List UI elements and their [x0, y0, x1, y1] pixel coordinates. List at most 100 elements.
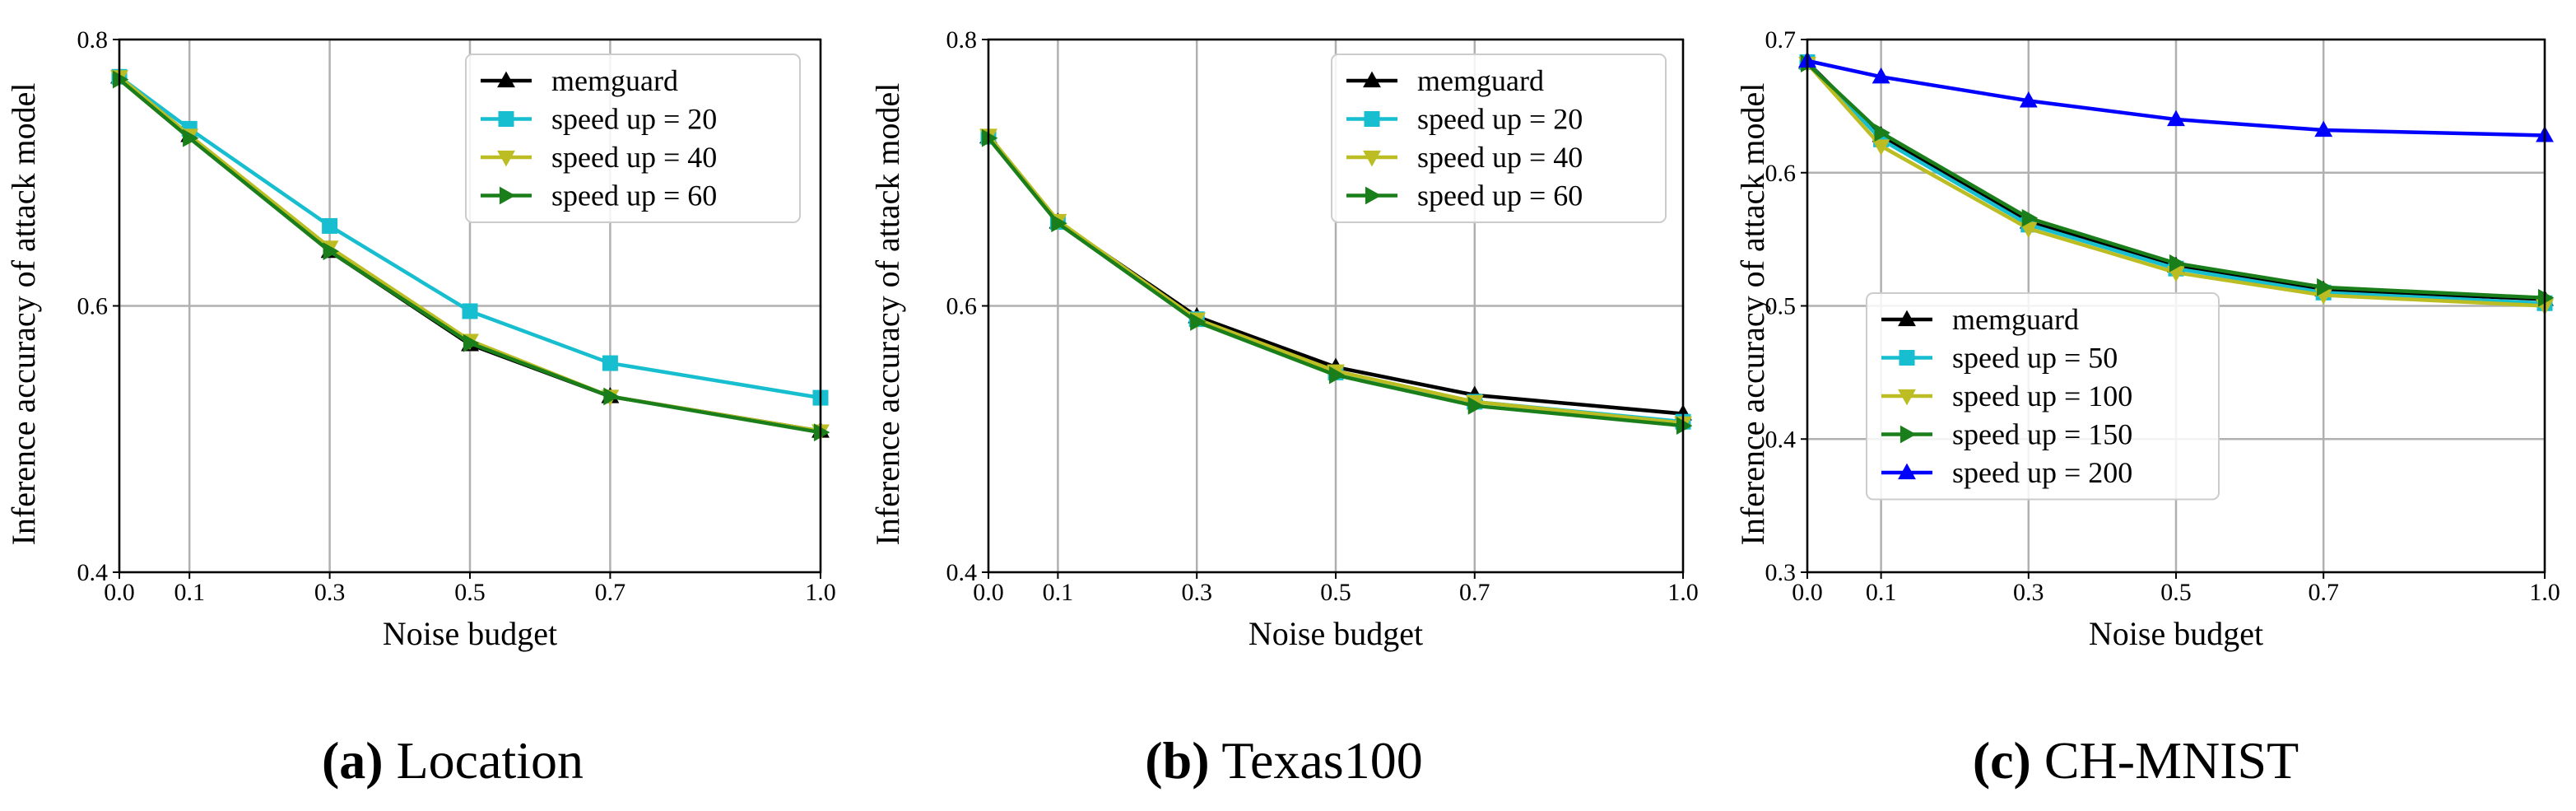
legend-marker [1365, 186, 1382, 205]
series-line [1806, 60, 2546, 305]
x-tick-label: 0.0 [1792, 579, 1823, 606]
legend-label: speed up = 60 [1417, 179, 1583, 212]
x-tick-label: 0.5 [1320, 579, 1351, 606]
legend-item-speed-up-20: speed up = 20 [481, 103, 717, 136]
y-tick-label: 0.6 [1765, 160, 1797, 187]
y-axis-label: Inference accuracy of attack model [1734, 83, 1771, 546]
legend-label: speed up = 20 [1417, 103, 1583, 136]
legend-label: speed up = 20 [551, 103, 717, 136]
legend-label: speed up = 50 [1952, 342, 2118, 375]
y-tick-label: 0.6 [946, 293, 978, 320]
x-axis-label: Noise budget [2089, 615, 2263, 652]
x-tick-label: 0.7 [2308, 579, 2339, 606]
legend-label: memguard [551, 64, 678, 97]
data-point [1872, 67, 1890, 84]
legend-marker [1898, 389, 1916, 406]
x-tick-label: 1.0 [2529, 579, 2560, 606]
series-line [987, 137, 1684, 428]
legend-box [465, 54, 801, 223]
data-point [1872, 139, 1890, 156]
data-point [1190, 312, 1207, 331]
y-tick-label: 0.6 [77, 293, 109, 320]
legend-marker [1898, 310, 1916, 327]
series-line [118, 77, 821, 435]
legend-item-speed-up-100: speed up = 100 [1881, 380, 2132, 412]
data-point [322, 217, 338, 234]
legend-marker [499, 186, 516, 205]
data-point [463, 333, 480, 352]
x-tick-label: 1.0 [805, 579, 836, 606]
series-speed-up-60 [112, 70, 830, 442]
series-line [1806, 62, 2546, 308]
legend-box [1331, 54, 1667, 223]
data-point [1676, 417, 1693, 435]
x-tick-label: 0.3 [314, 579, 346, 606]
series-line [1806, 62, 2546, 301]
x-tick-label: 0.5 [2160, 579, 2192, 606]
legend-label: speed up = 100 [1952, 380, 2132, 412]
data-point [2021, 208, 2039, 227]
x-tick-label: 0.3 [1181, 579, 1212, 606]
chart-panel-texas100: 0.0 0.1 0.3 0.5 0.7 1.0 0.4 0.6 0.8 Noise budget I… [869, 26, 1699, 652]
caption-name: CH-MNIST [2031, 731, 2299, 790]
data-point [1328, 366, 1346, 385]
legend-item-speed-up-200: speed up = 200 [1881, 456, 2132, 489]
y-axis-label: Inference accuracy of attack model [5, 83, 42, 546]
y-tick-label: 0.5 [1765, 293, 1797, 320]
legend-marker [498, 111, 514, 127]
caption-letter: (c) [1973, 731, 2031, 790]
data-point [183, 128, 199, 147]
legend-item-memguard: memguard [1346, 64, 1544, 97]
x-tick-label: 0.0 [973, 579, 1004, 606]
caption-letter: (b) [1145, 731, 1209, 790]
x-tick-label: 0.7 [595, 579, 626, 606]
data-point [112, 70, 129, 89]
data-point [462, 303, 478, 319]
legend-item-speed-up-40: speed up = 40 [481, 141, 717, 174]
x-axis-label: Noise budget [1248, 615, 1423, 652]
data-point [1874, 124, 1890, 142]
x-tick-label: 0.1 [1866, 579, 1897, 606]
data-point [2019, 221, 2038, 239]
legend-label: memguard [1417, 64, 1544, 97]
x-tick-label: 0.5 [454, 579, 486, 606]
legend-marker [497, 150, 515, 167]
x-tick-label: 0.7 [1459, 579, 1490, 606]
x-tick-label: 0.3 [2013, 579, 2044, 606]
legend-item-speed-up-50: speed up = 50 [1881, 342, 2118, 375]
x-tick-label: 0.1 [1043, 579, 1074, 606]
data-point [2317, 277, 2333, 296]
legend-label: speed up = 40 [551, 141, 717, 174]
data-point [2537, 288, 2555, 307]
y-tick-label: 0.8 [77, 26, 109, 54]
caption-name: Location [384, 731, 584, 790]
legend-marker [1364, 111, 1380, 127]
legend-marker [1363, 71, 1381, 88]
legend-marker [1899, 350, 1915, 366]
caption-ch-mnist: (c) CH-MNIST [1973, 731, 2299, 790]
legend-item-speed-up-40: speed up = 40 [1346, 141, 1583, 174]
data-point [813, 423, 830, 442]
legend-marker [1363, 150, 1381, 167]
data-point [2167, 110, 2185, 127]
legend: memguard speed up = 20 speed up = 40 speed … [465, 54, 801, 223]
chart-panel-ch-mnist: 0.0 0.1 0.3 0.5 0.7 1.0 0.3 0.4 0.5 0.6 0.7 Noise b… [1734, 26, 2560, 652]
data-point [981, 128, 998, 147]
legend-marker [497, 71, 515, 88]
series-speed-up-200 [1798, 51, 2554, 142]
data-point [1051, 214, 1067, 233]
legend-label: memguard [1952, 303, 2079, 336]
caption-texas100: (b) Texas100 [1145, 731, 1422, 790]
y-tick-label: 0.4 [1765, 426, 1797, 453]
data-point [602, 355, 618, 371]
legend-item-speed-up-150: speed up = 150 [1881, 418, 2132, 451]
y-tick-label: 0.4 [946, 559, 978, 586]
chart-panel-location: 0.0 0.1 0.3 0.5 0.7 1.0 0.4 0.6 0.8 Noise budget I… [5, 26, 836, 652]
data-point [2314, 120, 2333, 137]
legend-label: speed up = 40 [1417, 141, 1583, 174]
data-point [1467, 396, 1485, 415]
legend-box [1866, 292, 2220, 501]
legend-marker [1898, 463, 1916, 480]
legend-item-memguard: memguard [1881, 303, 2079, 336]
